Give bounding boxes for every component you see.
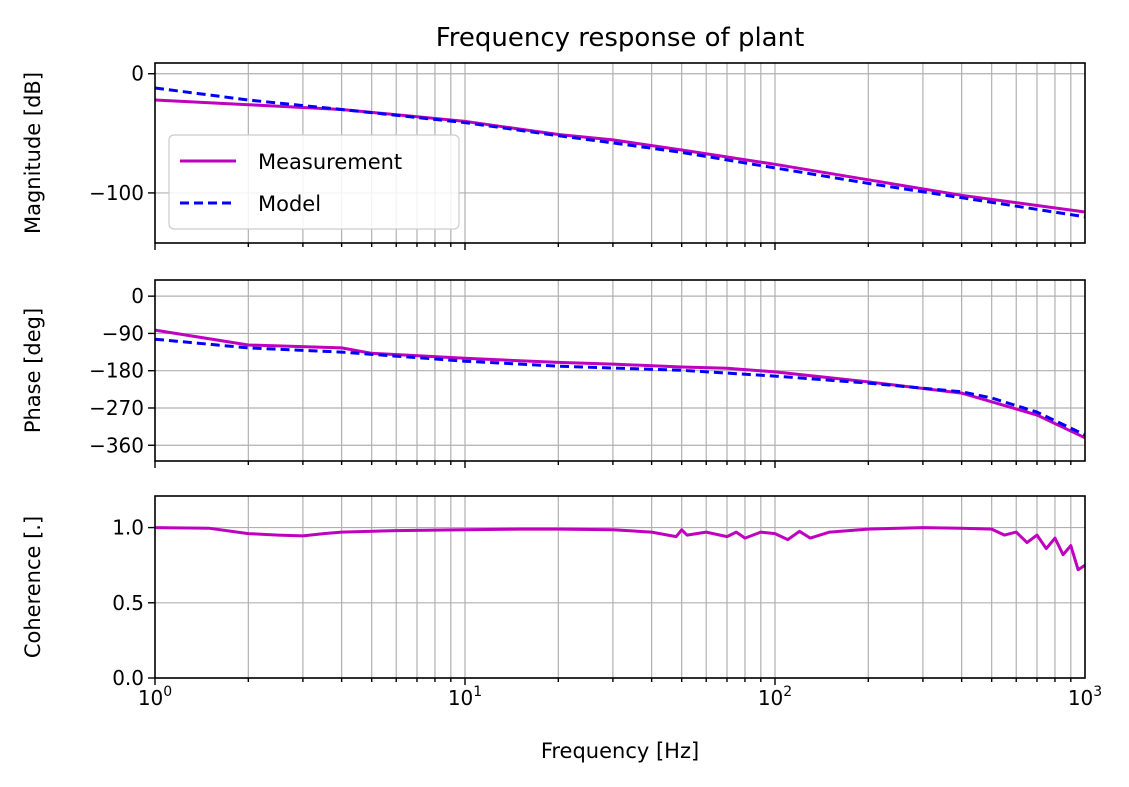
magnitude-subplot: 0 −100 Magnitude [dB] Measurement Model: [21, 62, 1086, 250]
x-tick-label: 101: [448, 684, 482, 710]
y-tick-label: 0.5: [112, 591, 144, 615]
axes-frame: [154, 279, 1086, 462]
y-tick-label: −180: [89, 359, 144, 383]
y-tick-label: 0.0: [112, 666, 144, 690]
phase-subplot: 0 −90 −180 −270 −360 Phase [deg]: [21, 279, 1086, 468]
legend-label: Measurement: [258, 150, 402, 174]
x-tick-label: 103: [1068, 684, 1102, 710]
x-tick-label: 102: [758, 684, 792, 710]
y-tick-label: 1.0: [112, 516, 144, 540]
coherence-measurement-line: [154, 526, 1086, 572]
y-axis-label: Coherence [.]: [21, 516, 45, 658]
phase-measurement-line: [154, 328, 1086, 440]
y-axis-label: Magnitude [dB]: [21, 72, 45, 234]
y-axis-label: Phase [deg]: [21, 308, 45, 433]
y-tick-label: −360: [89, 433, 144, 457]
legend-label: Model: [258, 192, 321, 216]
magnitude-model-line: [154, 86, 1086, 219]
y-tick-label: −270: [89, 396, 144, 420]
axes-frame: [154, 495, 1086, 679]
coherence-subplot: 0.0 0.5 1.0 Coherence [.] 100 101 102 103: [21, 495, 1102, 710]
legend: Measurement Model: [168, 134, 460, 230]
phase-model-line: [154, 337, 1086, 437]
x-tick-label: 100: [138, 684, 172, 710]
magnitude-measurement-line: [154, 98, 1086, 214]
legend-box: [168, 134, 460, 230]
y-tick-label: −100: [89, 181, 144, 205]
axes-frame: [154, 62, 1086, 244]
y-tick-label: 0: [131, 284, 144, 308]
y-tick-label: 0: [131, 62, 144, 86]
x-axis-label: Frequency [Hz]: [541, 739, 699, 763]
chart-title: Frequency response of plant: [436, 23, 805, 53]
y-tick-label: −90: [102, 321, 144, 345]
